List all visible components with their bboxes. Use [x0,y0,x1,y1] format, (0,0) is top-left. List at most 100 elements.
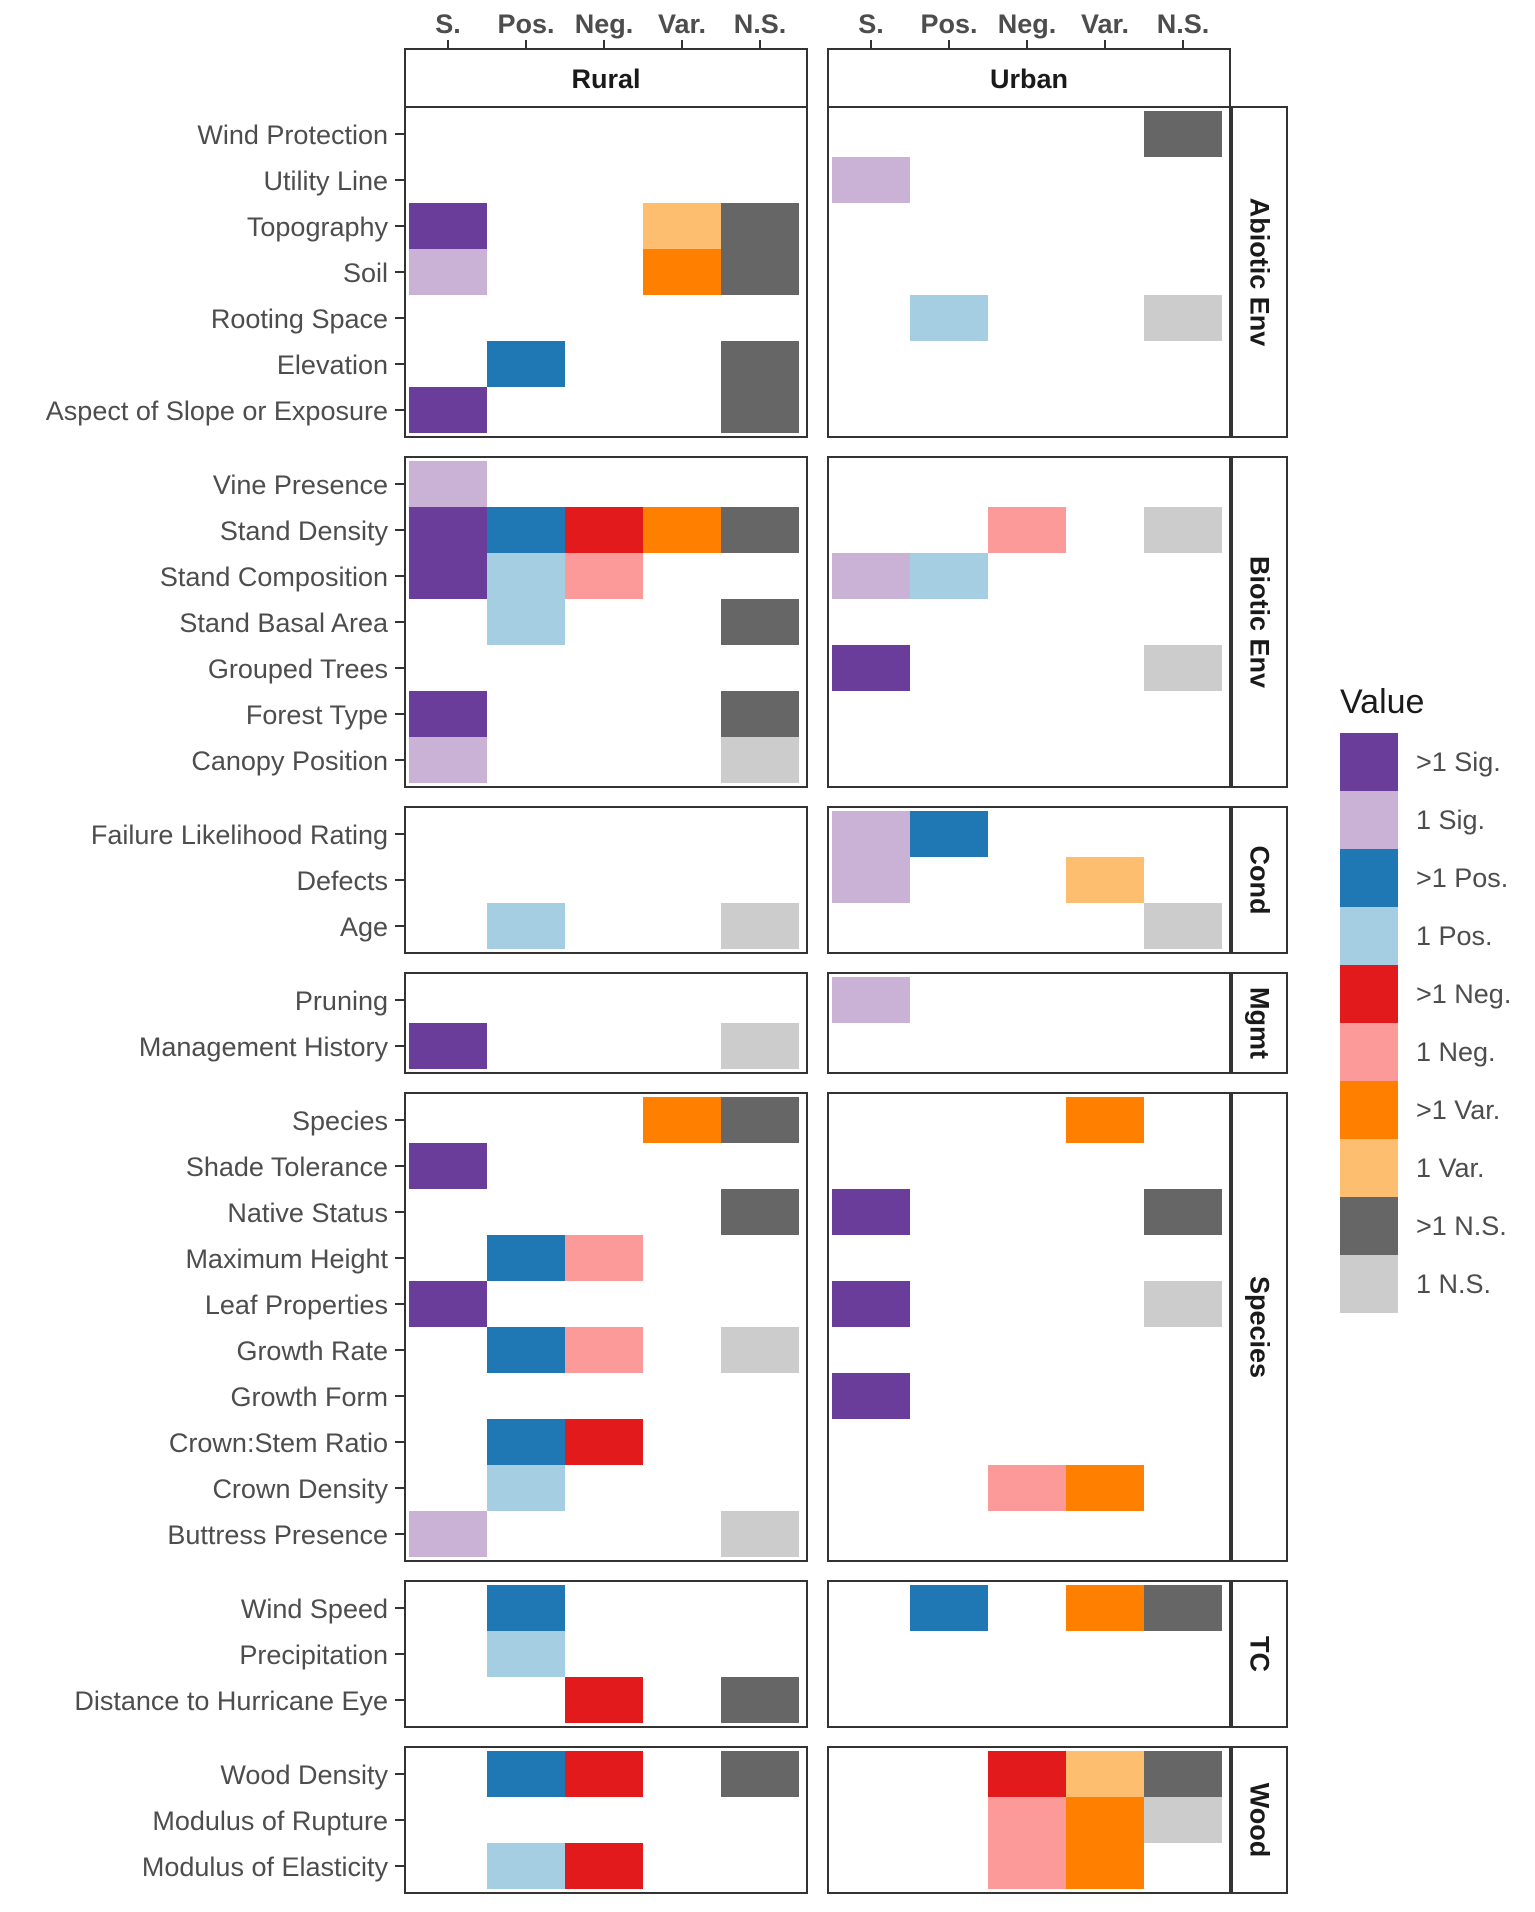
tile-urban-wood-density-n-s [1144,1751,1222,1797]
tile-rural-modulus-of-elasticity-neg [565,1843,643,1889]
tile-rural-wood-density-n-s [721,1751,799,1797]
legend-label-1-pos: 1 Pos. [1416,921,1493,951]
panel-rural-mgmt [404,972,808,1074]
y-label-soil: Soil [343,258,388,288]
tile-urban-grouped-trees-n-s [1144,645,1222,691]
group-label-species: Species [1245,1276,1275,1378]
tile-urban-wind-speed-pos [910,1585,988,1631]
tile-rural-management-history-n-s [721,1023,799,1069]
y-label-precipitation: Precipitation [239,1640,388,1670]
legend-label-1-sig: 1 Sig. [1416,805,1485,835]
tile-urban-stand-composition-pos [910,553,988,599]
y-label-wood-density: Wood Density [220,1760,388,1790]
tile-rural-stand-density-pos [487,507,565,553]
tile-rural-growth-rate-n-s [721,1327,799,1373]
tile-rural-elevation-pos [487,341,565,387]
tile-rural-forest-type-s [409,691,487,737]
y-label-pruning: Pruning [295,986,388,1016]
tile-rural-native-status-n-s [721,1189,799,1235]
panel-rural-wood [404,1746,808,1894]
tile-rural-stand-density-s [409,507,487,553]
tile-urban-modulus-of-elasticity-neg [988,1843,1066,1889]
y-label-distance-to-hurricane-eye: Distance to Hurricane Eye [74,1686,388,1716]
tile-rural-species-var [643,1097,721,1143]
x-tick-label-rural-pos: Pos. [497,9,554,39]
tile-rural-shade-tolerance-s [409,1143,487,1189]
tile-rural-vine-presence-s [409,461,487,507]
x-tick-label-urban-neg: Neg. [998,9,1057,39]
legend-swatch-1-pos [1340,849,1398,907]
tile-rural-modulus-of-elasticity-pos [487,1843,565,1889]
tile-rural-distance-to-hurricane-eye-neg [565,1677,643,1723]
tile-urban-modulus-of-rupture-n-s [1144,1797,1222,1843]
tile-rural-wood-density-neg [565,1751,643,1797]
y-label-wind-speed: Wind Speed [241,1594,388,1624]
group-strip-abiotic-env [1231,106,1288,438]
tile-rural-wood-density-pos [487,1751,565,1797]
y-label-species: Species [292,1106,388,1136]
x-tick-label-urban-pos: Pos. [920,9,977,39]
tile-rural-buttress-presence-n-s [721,1511,799,1557]
legend-label-1-var: >1 Var. [1416,1095,1500,1125]
legend-label-1-var: 1 Var. [1416,1153,1485,1183]
tile-urban-stand-composition-s [832,553,910,599]
tile-rural-leaf-properties-s [409,1281,487,1327]
tile-urban-wood-density-var [1066,1751,1144,1797]
group-strip-mgmt [1231,972,1288,1074]
tile-urban-modulus-of-rupture-neg [988,1797,1066,1843]
tile-urban-stand-density-neg [988,507,1066,553]
tile-rural-elevation-n-s [721,341,799,387]
group-strip-biotic-env [1231,456,1288,788]
tile-urban-age-n-s [1144,903,1222,949]
y-label-utility-line: Utility Line [263,166,388,196]
tile-urban-wind-speed-var [1066,1585,1144,1631]
panel-urban-mgmt [827,972,1231,1074]
tile-rural-soil-s [409,249,487,295]
y-label-management-history: Management History [139,1032,389,1062]
tile-urban-crown-density-var [1066,1465,1144,1511]
legend-swatch-1-sig [1340,791,1398,849]
y-label-stand-density: Stand Density [220,516,389,546]
legend-label-1-neg: >1 Neg. [1416,979,1511,1009]
x-tick-label-rural-neg: Neg. [575,9,634,39]
facet-label-urban: Urban [990,64,1068,94]
tile-urban-leaf-properties-n-s [1144,1281,1222,1327]
y-label-buttress-presence: Buttress Presence [167,1520,388,1550]
legend-label-1-n-s: 1 N.S. [1416,1269,1491,1299]
group-strip-cond [1231,806,1288,954]
x-tick-label-rural-var: Var. [658,9,706,39]
tile-urban-utility-line-s [832,157,910,203]
tile-rural-topography-s [409,203,487,249]
tile-urban-leaf-properties-s [832,1281,910,1327]
tile-rural-stand-basal-area-pos [487,599,565,645]
group-label-abiotic-env: Abiotic Env [1245,198,1275,347]
tile-rural-aspect-of-slope-or-exposure-n-s [721,387,799,433]
legend-swatch-1-n-s [1340,1197,1398,1255]
y-label-canopy-position: Canopy Position [191,746,388,776]
y-label-topography: Topography [247,212,389,242]
tile-rural-growth-rate-pos [487,1327,565,1373]
panel-rural-species [404,1092,808,1562]
tile-rural-stand-basal-area-n-s [721,599,799,645]
legend-swatch-1-pos [1340,907,1398,965]
tile-urban-modulus-of-elasticity-var [1066,1843,1144,1889]
y-label-rooting-space: Rooting Space [211,304,388,334]
y-label-native-status: Native Status [227,1198,388,1228]
tile-urban-grouped-trees-s [832,645,910,691]
tile-rural-wind-speed-pos [487,1585,565,1631]
tile-rural-crown-stem-ratio-neg [565,1419,643,1465]
tile-rural-growth-rate-neg [565,1327,643,1373]
tile-urban-stand-density-n-s [1144,507,1222,553]
y-label-maximum-height: Maximum Height [185,1244,388,1274]
tile-rural-age-pos [487,903,565,949]
y-label-crown-stem-ratio: Crown:Stem Ratio [169,1428,388,1458]
tile-rural-stand-composition-s [409,553,487,599]
tile-rural-age-n-s [721,903,799,949]
legend-label-1-n-s: >1 N.S. [1416,1211,1507,1241]
panel-urban-wood [827,1746,1231,1894]
tile-rural-crown-stem-ratio-pos [487,1419,565,1465]
group-label-mgmt: Mgmt [1245,987,1275,1059]
tile-urban-wind-speed-n-s [1144,1585,1222,1631]
